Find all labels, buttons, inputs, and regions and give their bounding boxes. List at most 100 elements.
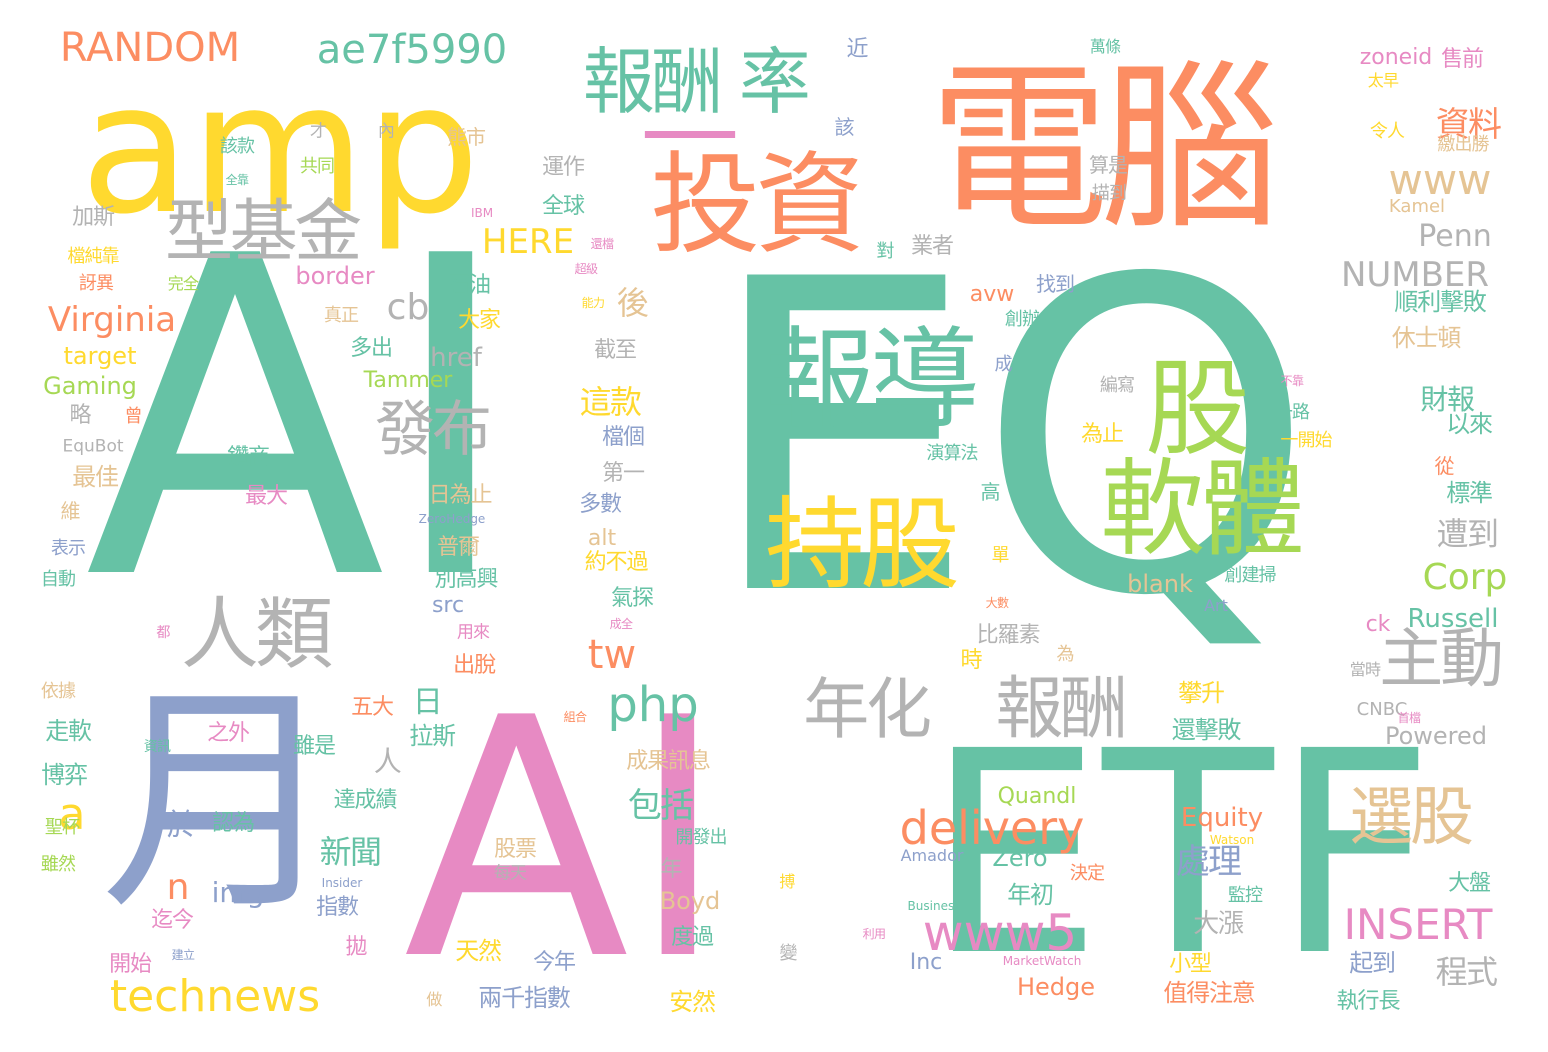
word-include: 包括: [627, 786, 694, 826]
word-first-fund: 首檔: [1397, 711, 1421, 725]
word-that: 該: [834, 115, 855, 139]
word-from: 從: [1434, 454, 1455, 478]
word-largest: 最大: [245, 484, 288, 509]
word-make-people: 令人: [1369, 121, 1405, 142]
word-delivery: delivery: [899, 801, 1085, 855]
word-climb: 攀升: [1178, 679, 1225, 707]
word-as-of: 截至: [594, 338, 637, 363]
word-safely: 安然: [669, 988, 716, 1016]
word-arrive: 起到: [1349, 949, 1396, 977]
word-high: 高: [980, 480, 1001, 504]
word-since: 以來: [1446, 410, 1493, 438]
word-vegas: 加斯: [72, 205, 115, 230]
word-tw: tw: [587, 632, 637, 678]
word-invest: 投資: [650, 141, 866, 269]
word-change: 變: [779, 943, 797, 964]
word-fund-count: 檔個: [602, 425, 645, 450]
word-surge: 大漲: [1193, 909, 1244, 939]
word-shares: 股票: [494, 837, 537, 862]
word-throw: 拋: [345, 935, 368, 960]
word-as-of-date: 日為止: [428, 483, 493, 508]
word-ibm: IBM: [470, 206, 494, 220]
word-not-rely: 不靠: [1280, 374, 1304, 388]
word-scan-to: 描到: [1091, 183, 1127, 204]
word-gaming: Gaming: [43, 372, 137, 400]
word-return: 報酬: [995, 670, 1128, 749]
word-news: 新聞: [319, 833, 382, 871]
word-active: 主動: [1379, 623, 1504, 697]
word-this-fund: 該款: [219, 136, 255, 157]
word-slightly: 略: [69, 403, 92, 428]
word-hash: ae7f5990: [316, 27, 508, 73]
word-more: 多出: [350, 336, 393, 361]
word-art: Art: [1204, 596, 1228, 615]
word-ai-pink: AI: [403, 648, 727, 1032]
word-amador: Amador: [900, 846, 964, 865]
word-establish: 建立: [171, 948, 195, 962]
word-img: img: [211, 876, 265, 909]
word-ceo: 執行長: [1336, 989, 1401, 1014]
word-found: 創辦: [1004, 309, 1040, 330]
word-after: 後: [616, 284, 649, 322]
word-stock-picking: 選股: [1349, 781, 1474, 855]
word-standard: 標準: [1446, 479, 1493, 507]
word-decide: 決定: [1069, 863, 1105, 884]
word-although-is: 雖是: [293, 734, 336, 759]
word-bear-market: 熊市: [447, 125, 486, 149]
word-equbot: EquBot: [62, 436, 124, 457]
word-insider: Insider: [321, 876, 363, 890]
word-auto: 自動: [40, 569, 76, 590]
word-only: 才: [309, 121, 327, 142]
word-this-year: 今年: [533, 950, 576, 975]
word-do: 做: [426, 990, 442, 1009]
word-all: 都: [156, 625, 170, 641]
word-day: 日: [412, 685, 443, 720]
word-technews: technews: [109, 971, 321, 1022]
word-fight: 搏: [779, 872, 795, 891]
word-tammer: Tammer: [363, 368, 453, 393]
word-small-cap: 小型: [1169, 952, 1212, 977]
word-poors: 普爾: [437, 535, 480, 560]
word-marketwatch: MarketWatch: [1002, 954, 1082, 968]
word-find: 找到: [1036, 272, 1075, 296]
word-create-scan: 創建掃: [1224, 565, 1276, 586]
word-border: border: [295, 262, 375, 290]
word-stock: 股: [1145, 348, 1250, 471]
word-report: 報導: [765, 316, 981, 444]
word-equity: Equity: [1180, 803, 1264, 833]
word-believe: 認為: [212, 811, 255, 836]
word-number: NUMBER: [1340, 255, 1490, 295]
word-amp: amp: [80, 45, 480, 254]
word-here: HERE: [481, 222, 575, 262]
word-ck: ck: [1365, 612, 1391, 637]
word-global: 全球: [542, 194, 585, 219]
word-too-early: 太早: [1367, 71, 1399, 90]
word-russell: Russell: [1407, 604, 1499, 634]
word-fund-type: 型基金: [165, 193, 362, 272]
word-watson: Watson: [1209, 833, 1255, 847]
word-virginia: Virginia: [47, 300, 177, 340]
word-all-rely: 全靠: [225, 173, 249, 187]
word-use-for: 用來: [456, 622, 490, 643]
word-all-the-way: 一路: [1274, 402, 1310, 423]
word-according: 依據: [40, 681, 76, 702]
word-oil: 石油: [448, 273, 491, 298]
word-at-first: 一開始: [1280, 430, 1332, 451]
word-a: a: [58, 789, 86, 840]
word-utilize: 利用: [862, 927, 886, 941]
word-best: 最佳: [72, 463, 119, 491]
word-then: 當時: [1349, 660, 1381, 679]
word-sell-off: 出脫: [453, 653, 496, 678]
word-as: 為: [1056, 644, 1074, 665]
word-alt: alt: [587, 526, 617, 551]
word-big-data: 大數: [985, 596, 1009, 610]
word-href: href: [430, 343, 482, 373]
word-index: 指數: [316, 895, 359, 920]
word-zoneid: zoneid: [1359, 45, 1433, 70]
word-n: n: [166, 867, 190, 908]
word-common: 共同: [299, 156, 335, 177]
word-person: 人: [373, 745, 402, 778]
word-monitor: 監控: [1227, 885, 1263, 906]
word-business: Business: [907, 899, 961, 913]
